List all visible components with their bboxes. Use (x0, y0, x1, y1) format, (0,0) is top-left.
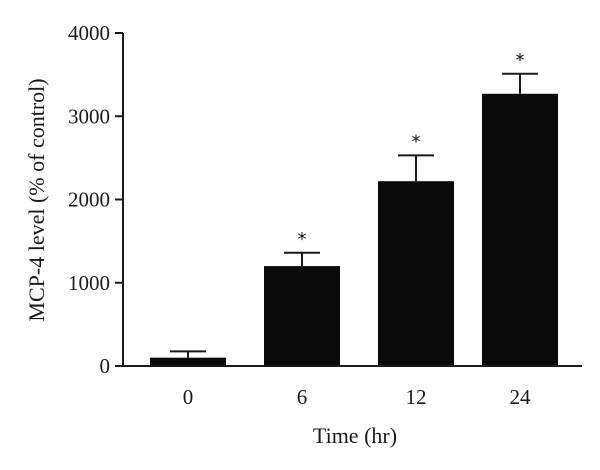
bar-0 (150, 357, 226, 366)
x-axis-title: Time (hr) (313, 423, 397, 448)
y-tick-label-1000: 1000 (68, 271, 110, 295)
x-tick-label-6: 6 (297, 385, 308, 409)
x-tick-label-24: 24 (510, 385, 532, 409)
x-tick-label-12: 12 (406, 385, 427, 409)
y-tick-label-0: 0 (100, 354, 111, 378)
y-axis-title: MCP-4 level (% of control) (24, 78, 49, 321)
x-tick-labels: 0 6 12 24 (183, 385, 531, 409)
y-tick-labels: 0 1000 2000 3000 4000 (68, 21, 110, 378)
significance-star-24: * (516, 50, 525, 71)
y-tick-label-4000: 4000 (68, 21, 110, 45)
bar-6 (264, 266, 340, 366)
significance-star-6: * (298, 229, 307, 250)
bar-24 (482, 93, 558, 367)
y-tick-label-3000: 3000 (68, 104, 110, 128)
y-tick-label-2000: 2000 (68, 188, 110, 212)
axes-layer (115, 32, 582, 367)
significance-markers: * * * (298, 50, 525, 250)
bars-layer (150, 93, 558, 367)
significance-star-12: * (412, 131, 421, 152)
bar-12 (378, 181, 454, 366)
error-bars-layer (170, 72, 538, 358)
x-tick-label-0: 0 (183, 385, 194, 409)
